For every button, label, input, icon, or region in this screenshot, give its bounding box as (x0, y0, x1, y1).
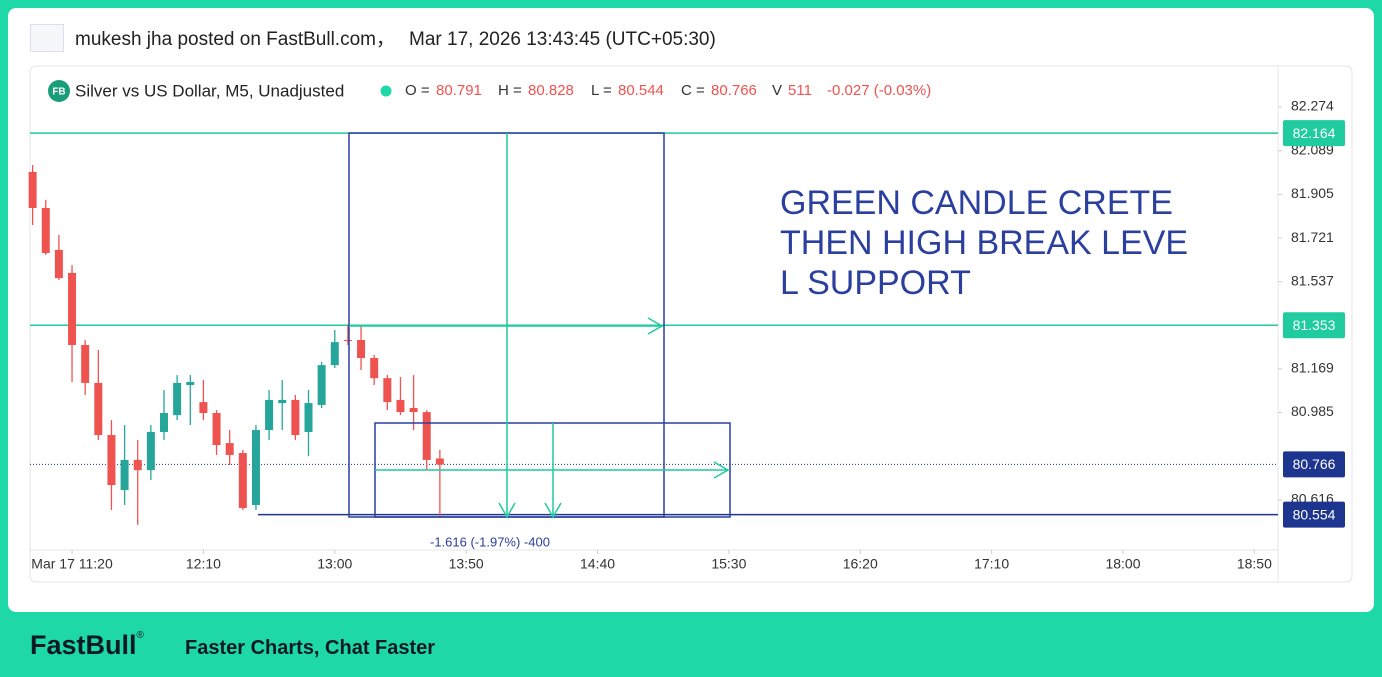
x-tick-label: 13:50 (449, 556, 484, 572)
price-badge (1283, 501, 1345, 528)
price-badge (1283, 120, 1345, 147)
tagline: Faster Charts, Chat Faster (185, 637, 436, 659)
chart: -1.616 (-1.97%) -400 GREEN CANDLE CRETE … (28, 65, 1353, 583)
y-tick-label: 80.985 (1291, 403, 1334, 419)
x-tick-label: 17:10 (974, 556, 1009, 572)
annotation: L SUPPORT (780, 264, 971, 302)
candle-body (212, 413, 221, 445)
registered-mark: ® (136, 630, 144, 641)
candle-body (343, 339, 352, 341)
arrow-head (544, 502, 562, 519)
candle-body (265, 399, 274, 431)
candle-body (357, 339, 366, 359)
legend-title: Silver vs US Dollar, M5, Unadjusted (75, 81, 344, 100)
candle-body (199, 402, 208, 414)
candle-body (278, 399, 287, 404)
annotation: GREEN CANDLE CRETE (780, 184, 1173, 222)
legend-value: 80.791 (436, 82, 482, 99)
candle-body (225, 443, 234, 455)
candle-body (68, 272, 77, 345)
candle-body (330, 342, 339, 366)
avatar (30, 24, 64, 52)
x-tick-label: 18:00 (1105, 556, 1140, 572)
price-badge-label: 81.353 (1293, 317, 1336, 333)
price-badge-label: 80.554 (1293, 506, 1336, 522)
candle-body (317, 365, 326, 405)
brand: FastBull (30, 630, 137, 660)
y-tick-label: 82.274 (1291, 98, 1334, 114)
x-tick-label: 13:00 (317, 556, 352, 572)
candle-body (383, 378, 392, 403)
candle-body (54, 249, 63, 279)
price-badge (1283, 312, 1345, 339)
candle-body (435, 458, 444, 465)
annotation: THEN HIGH BREAK LEVE (780, 224, 1188, 262)
candle-body (120, 459, 129, 491)
legend-value: 80.828 (528, 82, 574, 99)
y-tick-label: 81.721 (1291, 229, 1334, 245)
candle-body (186, 381, 195, 386)
price-badge-label: 82.164 (1293, 125, 1336, 141)
last-price-badge-label: 80.766 (1293, 456, 1336, 472)
x-tick-label: 12:10 (186, 556, 221, 572)
post-header: mukesh jha posted on FastBull.com， Mar 17… (75, 24, 716, 51)
legend-key: C = (681, 82, 705, 99)
symbol-icon (48, 80, 70, 102)
timestamp: Mar 17, 2026 13:43:45 (UTC+05:30) (409, 29, 716, 50)
candle-body (304, 403, 313, 432)
candle-body (251, 430, 260, 505)
legend-value: 80.766 (711, 82, 757, 99)
chart-frame (29, 65, 1353, 583)
candle-body (146, 431, 155, 471)
legend-key: L = (591, 82, 612, 99)
candle-body (238, 453, 247, 509)
measure-label: -1.616 (-1.97%) -400 (430, 534, 550, 549)
last-price-badge (1283, 451, 1345, 478)
candle-body (107, 435, 116, 486)
candle-body (370, 358, 379, 379)
y-tick-label: 81.905 (1291, 185, 1334, 201)
x-tick-label: 16:20 (843, 556, 878, 572)
arrow-head (713, 461, 730, 479)
x-tick-label: 18:50 (1237, 556, 1272, 572)
drawings (348, 132, 731, 519)
candles (28, 165, 444, 525)
candle-body (28, 171, 37, 208)
x-tick-label: 15:30 (711, 556, 746, 572)
y-tick-label: 81.537 (1291, 272, 1334, 288)
legend-key: O = (405, 82, 430, 99)
candle-body (81, 344, 90, 383)
symbol-badge: FB (52, 87, 65, 98)
candle-body (396, 399, 405, 413)
candle-body (291, 399, 300, 436)
poster[interactable]: mukesh jha posted on FastBull.com， (75, 29, 395, 50)
legend-change: -0.027 (-0.03%) (827, 82, 931, 99)
x-tick-label: Mar 17 11:20 (31, 556, 113, 572)
candle-body (173, 382, 182, 416)
candle-body (41, 207, 50, 254)
arrow-head (498, 502, 516, 519)
candle-body (94, 382, 103, 436)
footer: FastBull® (30, 630, 144, 661)
status-dot (380, 85, 392, 97)
candle-body (409, 408, 418, 413)
legend-key: H = (498, 82, 522, 99)
legend-key: V (772, 82, 782, 99)
legend-value: 511 (788, 82, 812, 99)
candle-body (422, 412, 431, 460)
legend-value: 80.544 (618, 82, 664, 99)
y-tick-label: 81.169 (1291, 360, 1334, 376)
candle-body (159, 413, 168, 432)
x-tick-label: 14:40 (580, 556, 615, 572)
arrow-head (647, 317, 664, 335)
candle-body (133, 459, 142, 471)
